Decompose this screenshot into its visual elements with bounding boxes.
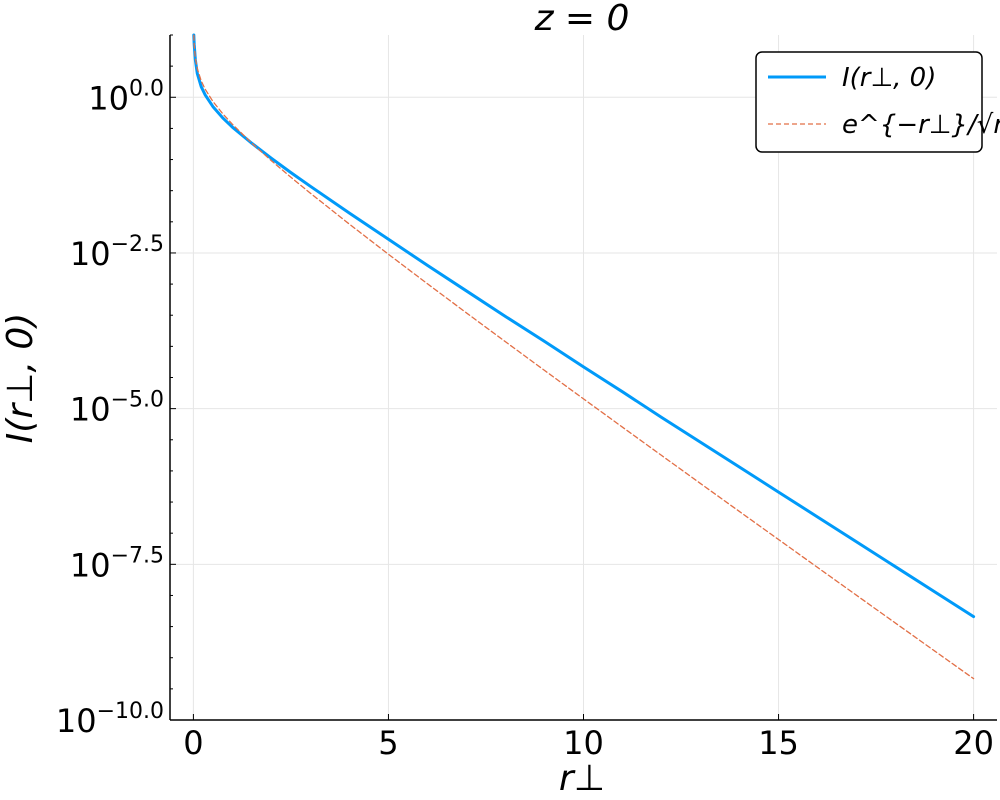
y-tick-label: 100.0	[88, 76, 164, 117]
x-tick-label: 20	[953, 724, 994, 762]
legend-label-series-2: e^{−r⊥}/√r⊥	[842, 110, 1000, 140]
x-tick-label: 0	[183, 724, 203, 762]
tick-labels: 0 5 10 15 20 100.0 10−2.5 10−5.0 10−7.5 10−10.0	[56, 76, 994, 762]
series-line-1	[192, 33, 976, 619]
y-tick-label: 10−2.5	[70, 232, 164, 273]
x-tick-label: 5	[378, 724, 398, 762]
series-lines	[192, 33, 976, 680]
chart-title: z = 0	[534, 0, 630, 39]
axes	[169, 34, 997, 721]
legend-label-series-1: I(r⊥, 0)	[842, 63, 936, 93]
legend: I(r⊥, 0) e^{−r⊥}/√r⊥	[755, 51, 1000, 153]
x-tick-label: 10	[563, 724, 604, 762]
series-line-2	[193, 34, 975, 680]
y-tick-label: 10−7.5	[70, 543, 164, 584]
y-tick-label: 10−5.0	[70, 388, 164, 429]
x-tick-label: 15	[758, 724, 799, 762]
x-axis-label: r⊥	[559, 758, 605, 799]
y-axis-label: I(r⊥, 0)	[0, 313, 41, 444]
y-tick-label: 10−10.0	[56, 699, 164, 740]
